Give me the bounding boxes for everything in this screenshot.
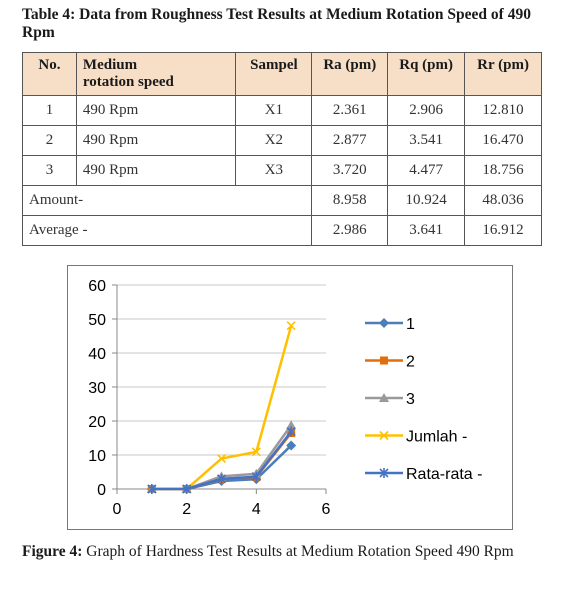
cell-rq: 2.906 (387, 95, 466, 126)
legend-marker (379, 468, 389, 478)
data-table: No. Medium rotation speed Sampel Ra (pm)… (21, 52, 542, 246)
x-tick-label: 0 (113, 501, 122, 518)
data-point (216, 473, 227, 484)
average-rq: 3.641 (387, 215, 466, 246)
cell-sampel: X3 (235, 155, 313, 186)
amount-ra: 8.958 (311, 185, 389, 216)
cell-sampel: X2 (235, 125, 313, 156)
legend-marker (379, 318, 389, 328)
y-tick-label: 20 (88, 414, 106, 431)
col-header-speed: Medium rotation speed (75, 52, 237, 96)
amount-label: Amount- (21, 185, 313, 216)
legend-label: Rata-rata - (406, 466, 482, 483)
cell-rr: 16.470 (464, 125, 542, 156)
legend-marker (380, 356, 388, 365)
cell-rq: 3.541 (387, 125, 466, 156)
table-header-row: No. Medium rotation speed Sampel Ra (pm)… (22, 52, 542, 96)
cell-speed: 490 Rpm (75, 95, 237, 126)
average-rr: 16.912 (464, 215, 542, 246)
cell-ra: 3.720 (311, 155, 389, 186)
line-chart: 0 10 20 30 40 50 60 0 2 4 6 1 2 3 Jumlah - Rata-rata - (67, 265, 513, 530)
average-label: Average - (21, 215, 313, 246)
legend-marker (379, 430, 389, 441)
y-tick-label: 60 (88, 278, 106, 295)
legend-label: Jumlah - (406, 429, 467, 446)
y-tick-label: 30 (88, 380, 106, 397)
data-point (286, 440, 297, 451)
y-tick-label: 0 (97, 482, 106, 499)
figure-label: Figure 4: (22, 543, 83, 560)
amount-row: Amount- 8.958 10.924 48.036 (21, 185, 542, 216)
x-tick-label: 4 (252, 501, 261, 518)
data-point (182, 484, 192, 494)
col-header-sampel: Sampel (235, 52, 313, 96)
data-point (251, 447, 261, 457)
col-header-no: No. (22, 52, 77, 96)
cell-ra: 2.361 (311, 95, 389, 126)
cell-no: 3 (22, 155, 77, 186)
col-header-rq: Rq (pm) (387, 52, 466, 96)
average-ra: 2.986 (311, 215, 389, 246)
legend-marker (379, 393, 389, 402)
figure-caption: Figure 4: Graph of Hardness Test Results… (22, 543, 547, 561)
y-tick-label: 40 (88, 346, 106, 363)
col-header-ra: Ra (pm) (311, 52, 389, 96)
cell-rr: 12.810 (464, 95, 542, 126)
col-header-speed-line2: rotation speed (82, 74, 174, 90)
x-tick-label: 2 (182, 501, 191, 518)
table-row: 1 490 Rpm X1 2.361 2.906 12.810 (22, 95, 542, 126)
data-point (286, 426, 296, 437)
legend-label: 3 (406, 391, 415, 408)
data-point (216, 453, 227, 464)
x-tick-label: 6 (322, 501, 331, 518)
y-tick-label: 50 (88, 312, 106, 329)
table-caption: Table 4: Data from Roughness Test Result… (22, 6, 531, 41)
legend-label: 1 (406, 316, 415, 333)
figure-caption-text: Graph of Hardness Test Results at Medium… (82, 543, 514, 560)
amount-rr: 48.036 (464, 185, 542, 216)
data-point (147, 484, 157, 494)
table-row: 2 490 Rpm X2 2.877 3.541 16.470 (22, 125, 542, 156)
table-row: 3 490 Rpm X3 3.720 4.477 18.756 (22, 155, 542, 186)
cell-rq: 4.477 (387, 155, 466, 186)
data-point (286, 420, 297, 430)
chart-svg: 0 10 20 30 40 50 60 0 2 4 6 1 2 3 Jumlah - Rata-rata - (88, 278, 482, 518)
data-point (251, 471, 261, 482)
cell-sampel: X1 (235, 95, 313, 126)
y-tick-label: 10 (88, 448, 106, 465)
cell-speed: 490 Rpm (75, 155, 237, 186)
cell-no: 2 (22, 125, 77, 156)
cell-rr: 18.756 (464, 155, 542, 186)
average-row: Average - 2.986 3.641 16.912 (21, 215, 542, 246)
col-header-speed-line1: Medium (82, 57, 138, 73)
data-point (286, 321, 296, 331)
col-header-rr: Rr (pm) (464, 52, 542, 96)
cell-speed: 490 Rpm (75, 125, 237, 156)
legend-label: 2 (406, 354, 415, 371)
cell-no: 1 (22, 95, 77, 126)
cell-ra: 2.877 (311, 125, 389, 156)
amount-rq: 10.924 (387, 185, 466, 216)
